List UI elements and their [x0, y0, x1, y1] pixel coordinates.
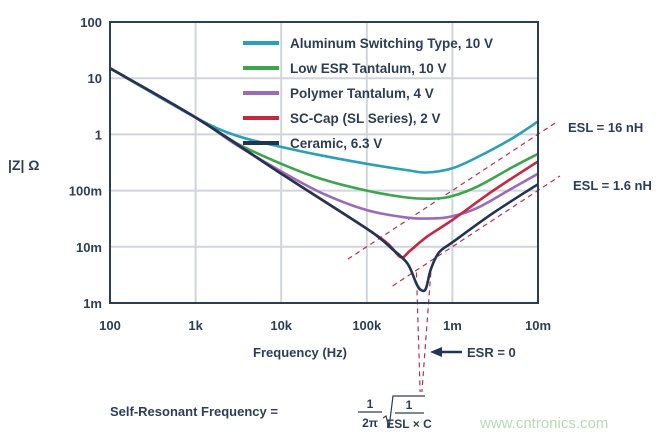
- esl-1.6nh-label: ESL = 1.6 nH: [573, 178, 652, 193]
- watermark: www.cntronics.com: [479, 415, 608, 432]
- x-axis-label: Frequency (Hz): [253, 345, 347, 360]
- esl-1.6nh-line: [392, 175, 561, 287]
- legend-label: Ceramic, 6.3 V: [290, 136, 382, 151]
- x-tick-label: 100: [99, 318, 121, 333]
- formula: Self-Resonant Frequency = 1 2π 1 ESL × C: [110, 395, 432, 431]
- formula-num2: 1: [406, 398, 413, 412]
- y-tick-label: 100m: [69, 184, 102, 199]
- x-tick-label: 100k: [352, 318, 382, 333]
- x-tick-label: 10k: [270, 318, 292, 333]
- y-tick-label: 10m: [76, 240, 102, 255]
- resonance-line: [421, 272, 432, 393]
- esr-arrow-icon: [430, 347, 462, 357]
- y-axis-label: |Z| Ω: [8, 157, 40, 173]
- formula-den1: 2π: [362, 416, 378, 430]
- sqrt-icon: [382, 395, 425, 429]
- y-tick-label: 100: [80, 15, 102, 30]
- esr-label: ESR = 0: [467, 345, 516, 360]
- x-tick-label: 10m: [525, 318, 551, 333]
- formula-prefix: Self-Resonant Frequency =: [110, 404, 278, 419]
- x-tick-label: 1m: [443, 318, 462, 333]
- y-tick-label: 10: [88, 71, 102, 86]
- esl-16nh-line: [347, 122, 556, 260]
- formula-num1: 1: [367, 397, 374, 411]
- plot-frame: [109, 21, 539, 304]
- y-tick-label: 1m: [83, 296, 102, 311]
- series-line-0: [109, 67, 539, 174]
- legend-label: Low ESR Tantalum, 10 V: [290, 61, 447, 76]
- resonance-line: [415, 272, 421, 393]
- series-line-4: [109, 67, 539, 293]
- x-tick-label: 1k: [188, 318, 203, 333]
- esl-16nh-label: ESL = 16 nH: [568, 120, 643, 135]
- y-tick-label: 1: [95, 127, 102, 142]
- legend-label: SC-Cap (SL Series), 2 V: [290, 111, 441, 126]
- legend-label: Polymer Tantalum, 4 V: [290, 86, 434, 101]
- formula-den2: ESL × C: [386, 417, 432, 431]
- legend-label: Aluminum Switching Type, 10 V: [290, 36, 493, 51]
